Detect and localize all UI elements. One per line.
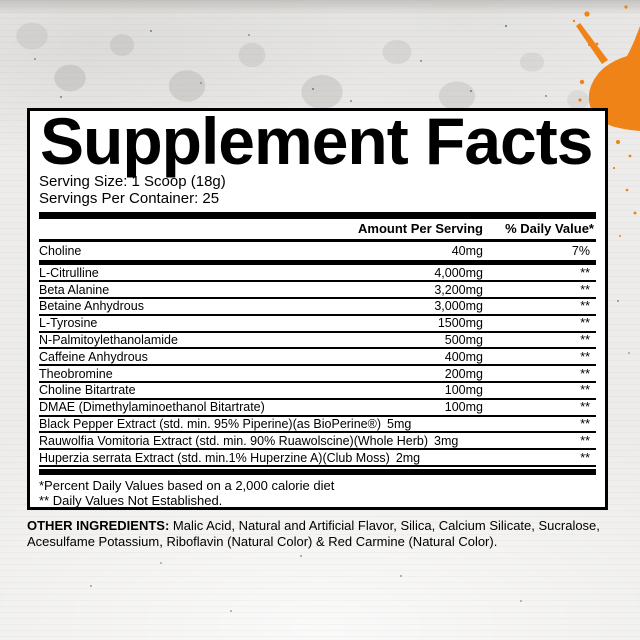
ingredient-amount: 500mg — [444, 332, 483, 347]
ingredient-name: Betaine Anhydrous — [39, 299, 144, 314]
table-row: Beta Alanine 3,200mg ** — [39, 282, 596, 299]
divider — [39, 468, 596, 475]
orange-paint-splash — [572, 5, 640, 237]
top-shadow-strip — [0, 0, 640, 16]
ingredient-name: Caffeine Anhydrous — [39, 349, 148, 364]
table-row: L-Tyrosine 1500mg ** — [39, 316, 596, 333]
footnote-not-established: ** Daily Values Not Established. — [39, 493, 223, 509]
servings-per-container: Servings Per Container: 25 — [39, 189, 220, 207]
ingredient-amount: 40mg — [451, 244, 483, 259]
ingredient-name: Choline — [39, 244, 82, 259]
ingredient-name: L-Tyrosine — [39, 316, 98, 331]
ingredient-table: L-Citrulline 4,000mg ** Beta Alanine 3,2… — [39, 265, 596, 467]
ingredient-amount: 3,000mg — [434, 299, 483, 314]
divider — [39, 260, 596, 266]
ingredient-name: Choline Bitartrate — [39, 383, 136, 398]
ingredient-daily-value: ** — [580, 349, 590, 364]
ingredient-amount: 400mg — [444, 349, 483, 364]
serving-size: Serving Size: 1 Scoop (18g) — [39, 173, 226, 191]
ingredient-name: DMAE (Dimethylaminoethanol Bitartrate) — [39, 400, 265, 415]
ingredient-daily-value: ** — [580, 450, 590, 465]
column-header-daily-value: % Daily Value* — [505, 221, 594, 237]
other-ingredients-paragraph: OTHER INGREDIENTS: Malic Acid, Natural a… — [27, 518, 627, 551]
divider — [39, 239, 596, 243]
ingredient-daily-value: ** — [580, 282, 590, 297]
ingredient-amount: 3,200mg — [434, 282, 483, 297]
paint-specks — [0, 0, 2, 2]
ingredient-daily-value: ** — [580, 400, 590, 415]
panel-title: Supplement Facts — [40, 108, 593, 178]
table-row: Black Pepper Extract (std. min. 95% Pipe… — [39, 417, 596, 434]
ingredient-name: L-Citrulline — [39, 265, 99, 280]
other-ingredients-label: OTHER INGREDIENTS: — [27, 518, 170, 533]
ingredient-daily-value: ** — [580, 416, 590, 431]
ingredient-daily-value: ** — [580, 265, 590, 280]
ingredient-name: Beta Alanine — [39, 282, 110, 297]
other-ingredients-text: Malic Acid, Natural and Artificial Flavo… — [27, 518, 600, 550]
table-row: Choline Bitartrate 100mg ** — [39, 383, 596, 400]
ingredient-amount: 100mg — [444, 400, 483, 415]
ingredient-daily-value: ** — [580, 299, 590, 314]
ingredient-daily-value: ** — [580, 332, 590, 347]
ingredient-name: N-Palmitoylethanolamide — [39, 332, 178, 347]
ingredient-daily-value: ** — [580, 383, 590, 398]
table-row: N-Palmitoylethanolamide 500mg ** — [39, 333, 596, 350]
footnote-daily-value: *Percent Daily Values based on a 2,000 c… — [39, 477, 335, 493]
ingredient-amount: 4,000mg — [434, 265, 483, 280]
ingredient-daily-value: 7% — [571, 244, 590, 259]
table-row: Rauwolfia Vomitoria Extract (std. min. 9… — [39, 433, 596, 451]
ingredient-daily-value: ** — [580, 366, 590, 381]
table-row: Caffeine Anhydrous 400mg ** — [39, 349, 596, 367]
table-row: L-Citrulline 4,000mg ** — [39, 265, 596, 283]
table-row: Huperzia serrata Extract (std. min.1% Hu… — [39, 450, 596, 467]
ingredient-name: Huperzia serrata Extract (std. min.1% Hu… — [39, 450, 390, 465]
ingredient-name: Theobromine — [39, 366, 113, 381]
ingredient-amount: 200mg — [444, 366, 483, 381]
footnotes: *Percent Daily Values based on a 2,000 c… — [39, 477, 596, 509]
table-row: DMAE (Dimethylaminoethanol Bitartrate) 1… — [39, 400, 596, 417]
table-row: Betaine Anhydrous 3,000mg ** — [39, 299, 596, 316]
ingredient-name: Black Pepper Extract (std. min. 95% Pipe… — [39, 416, 381, 431]
ingredient-amount: 1500mg — [437, 316, 483, 331]
ingredient-daily-value: ** — [580, 316, 590, 331]
supplement-facts-panel: Supplement Facts Serving Size: 1 Scoop (… — [27, 108, 608, 510]
table-row: Choline 40mg 7% — [39, 242, 596, 260]
ingredient-daily-value: ** — [580, 433, 590, 448]
ingredient-amount: 5mg — [387, 416, 412, 431]
column-header-row: Amount Per Serving % Daily Value* — [39, 219, 596, 239]
ingredient-amount: 2mg — [395, 450, 421, 465]
ingredient-amount: 3mg — [434, 433, 459, 448]
ingredient-amount: 100mg — [444, 383, 483, 398]
table-row: Theobromine 200mg ** — [39, 366, 596, 383]
ingredient-name: Rauwolfia Vomitoria Extract (std. min. 9… — [39, 433, 429, 448]
column-header-amount: Amount Per Serving — [358, 221, 483, 237]
divider — [39, 212, 596, 220]
